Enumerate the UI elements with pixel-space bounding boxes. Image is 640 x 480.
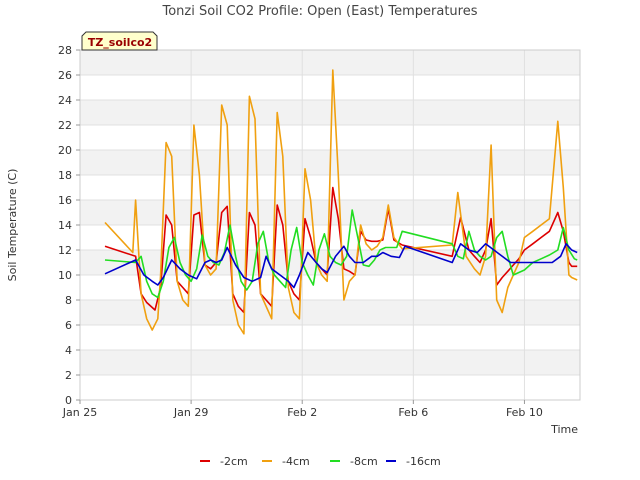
legend-label: -8cm (350, 455, 378, 468)
x-axis-ticks: Jan 25 Jan 29 Feb 2 Feb 6 Feb 10 (62, 400, 543, 419)
site-label-box: TZ_soilco2 (81, 31, 158, 51)
x-tick-label: Feb 6 (398, 406, 428, 419)
legend-label: -2cm (220, 455, 248, 468)
y-tick-label: 20 (58, 144, 72, 157)
y-tick-label: 14 (58, 219, 72, 232)
y-tick-label: 24 (58, 94, 72, 107)
legend-item: -16cm (386, 455, 441, 468)
series-line-4cmcm (104, 69, 578, 335)
plot-band (80, 350, 580, 375)
plot-band (80, 375, 580, 400)
x-tick-label: Feb 10 (506, 406, 543, 419)
plot-band (80, 75, 580, 100)
y-tick-label: 0 (65, 394, 72, 407)
y-tick-label: 16 (58, 194, 72, 207)
y-tick-label: 18 (58, 169, 72, 182)
y-tick-label: 8 (65, 294, 72, 307)
chart-title: Tonzi Soil CO2 Profile: Open (East) Temp… (161, 4, 477, 19)
legend-label: -4cm (282, 455, 310, 468)
y-tick-label: 6 (65, 319, 72, 332)
plot-band (80, 50, 580, 75)
y-tick-label: 22 (58, 119, 72, 132)
y-tick-label: 10 (58, 269, 72, 282)
legend-label: -16cm (406, 455, 441, 468)
site-label: TZ_soilco2 (88, 36, 152, 49)
y-tick-label: 28 (58, 44, 72, 57)
plot-band (80, 325, 580, 350)
y-tick-label: 2 (65, 369, 72, 382)
series-line-16cmcm (104, 243, 578, 289)
legend-item: -4cm (262, 455, 310, 468)
x-tick-label: Feb 2 (287, 406, 317, 419)
series-line-8cmcm (104, 209, 578, 299)
x-tick-label: Jan 25 (62, 406, 97, 419)
y-tick-label: 26 (58, 69, 72, 82)
legend-item: -2cm (200, 455, 248, 468)
plot-band (80, 100, 580, 125)
series-line-2cmcm (104, 186, 578, 314)
x-tick-label: Jan 29 (173, 406, 208, 419)
y-axis-label: Soil Temperature (C) (6, 169, 19, 282)
y-tick-label: 12 (58, 244, 72, 257)
y-tick-label: 4 (65, 344, 72, 357)
series-lines (104, 69, 578, 335)
legend-item: -8cm (330, 455, 378, 468)
plot-band (80, 300, 580, 325)
legend: -2cm -4cm -8cm -16cm (200, 455, 441, 468)
x-axis-label: Time (550, 423, 578, 436)
